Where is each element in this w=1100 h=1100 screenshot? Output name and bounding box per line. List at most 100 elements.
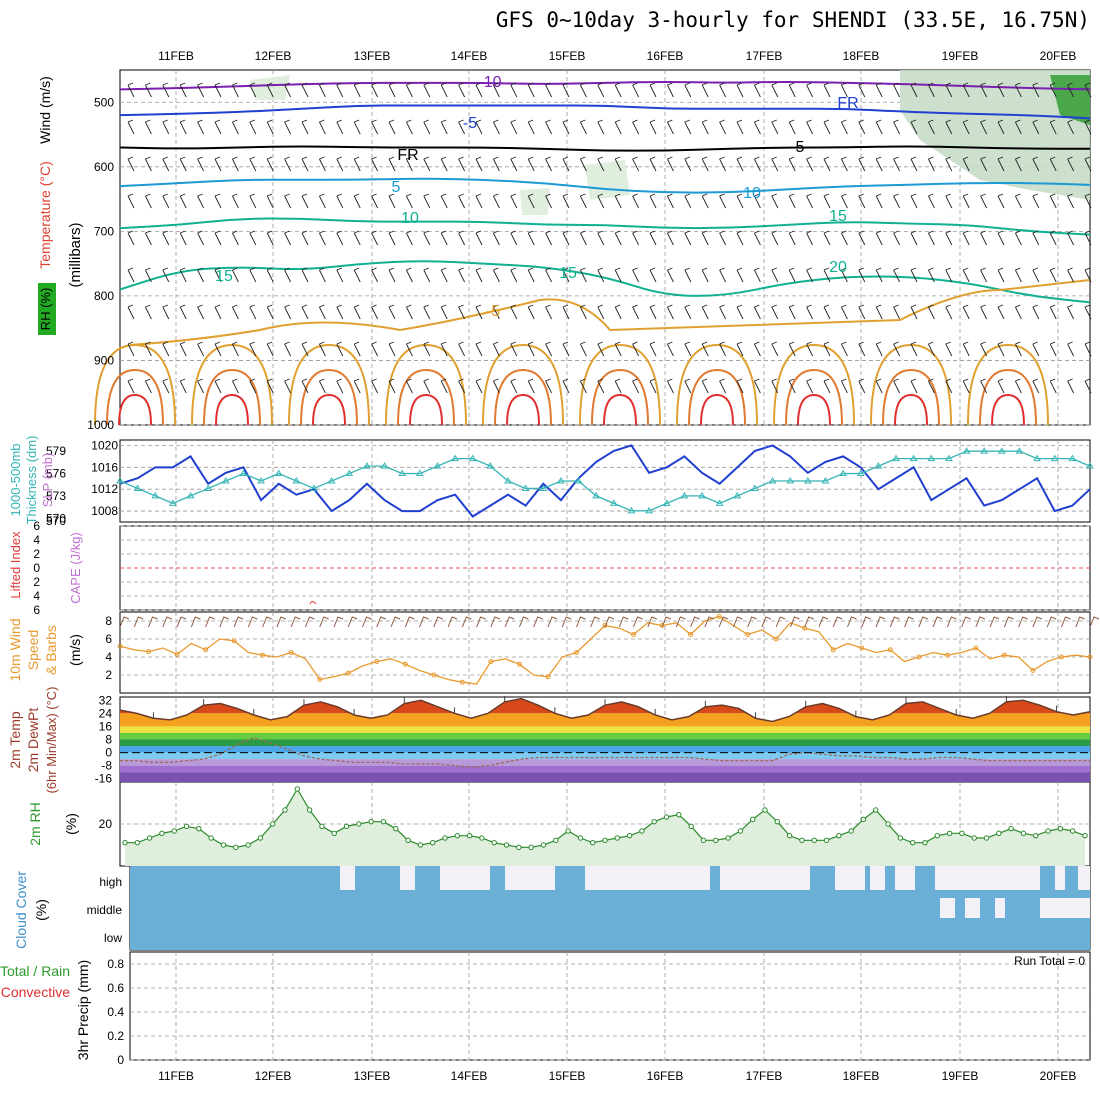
wind-barb xyxy=(788,119,796,135)
wind-barb xyxy=(980,378,988,394)
wind-barb xyxy=(840,304,848,320)
wind-barb xyxy=(545,341,553,357)
wind-barb xyxy=(858,119,866,135)
wind-barb xyxy=(562,156,570,172)
wind-barb-10m xyxy=(961,616,971,628)
wind-barb-10m xyxy=(376,616,386,628)
wind-barb xyxy=(440,267,448,283)
wind-marker xyxy=(459,679,465,685)
rh-marker xyxy=(134,839,141,846)
wind-barb xyxy=(1032,378,1040,394)
wind-barb xyxy=(475,230,483,246)
thickness-marker xyxy=(945,454,953,462)
wind-marker xyxy=(374,659,380,664)
wind-barb xyxy=(1049,193,1057,209)
wind-barb xyxy=(927,119,935,135)
wind-barb xyxy=(579,304,587,320)
wind-barb xyxy=(701,156,709,172)
wind-barb xyxy=(719,267,727,283)
wind-barb-10m xyxy=(447,616,458,628)
contour-label: 15 xyxy=(829,208,847,225)
wind-barb xyxy=(806,156,814,172)
wind-marker xyxy=(716,614,722,619)
pressure-tick: 800 xyxy=(94,289,114,303)
wind-barb xyxy=(910,378,918,394)
wind-barb xyxy=(162,304,170,320)
wind-barb xyxy=(527,82,535,98)
warm-contour xyxy=(688,368,746,426)
wind-barb xyxy=(858,82,866,98)
temp-tick: 0 xyxy=(105,746,112,760)
thickness-marker xyxy=(557,477,565,484)
wind-barb xyxy=(1049,82,1057,98)
wind-barb xyxy=(753,304,761,320)
wind-barb-10m xyxy=(162,616,172,628)
cloud-gap-high xyxy=(870,866,885,890)
wind-marker xyxy=(146,649,152,655)
legend-convective: Convective xyxy=(1,984,70,1000)
wind-barb xyxy=(910,341,918,357)
wind-barb xyxy=(492,193,500,209)
wind-barb xyxy=(405,304,413,320)
wind-barb xyxy=(910,230,918,246)
wind-barb xyxy=(318,193,326,209)
wind-barb-10m xyxy=(889,616,900,628)
rh-marker xyxy=(171,828,177,834)
wind-barb xyxy=(614,119,622,135)
rh-shade xyxy=(520,188,550,215)
wind-barb-10m xyxy=(304,616,315,628)
date-label-top: 14FEB xyxy=(451,49,488,63)
wind-barb xyxy=(336,230,344,246)
wind-barb xyxy=(266,267,274,283)
wind-marker xyxy=(431,672,437,678)
temp-band xyxy=(120,772,1090,782)
wind-barb xyxy=(492,267,500,283)
wind-barb xyxy=(840,341,848,357)
wind-barb xyxy=(893,378,901,394)
wind-barb xyxy=(736,193,744,209)
rh-marker xyxy=(922,839,928,846)
wind-barb xyxy=(388,304,396,320)
wind-barb xyxy=(371,119,379,135)
wind-barb xyxy=(858,378,866,394)
wind-barb xyxy=(701,267,709,283)
thickness-marker xyxy=(662,499,671,506)
thickness-marker xyxy=(698,491,706,499)
ylabel-precip: 3hr Precip (mm) xyxy=(75,960,91,1060)
thickness-marker xyxy=(768,477,777,484)
wind-barb xyxy=(719,341,727,357)
thickness-marker xyxy=(715,499,724,506)
wind-barb xyxy=(788,267,796,283)
wind-barb xyxy=(927,230,935,246)
wind-barb xyxy=(753,341,761,357)
wind-barb xyxy=(666,267,674,283)
temp-band xyxy=(120,732,1090,740)
wind-barb xyxy=(475,341,483,357)
wind-barb xyxy=(458,156,466,172)
rh-marker xyxy=(639,828,645,834)
wind-barb xyxy=(162,341,170,357)
wind-barb-10m xyxy=(675,616,686,628)
wind-barb xyxy=(458,82,466,98)
isotherm--5 xyxy=(119,104,1091,120)
thickness-tick: 573 xyxy=(46,489,66,503)
wind-barb xyxy=(945,156,953,172)
wind-barb xyxy=(197,119,205,135)
wind-barb xyxy=(840,230,848,246)
wind-barb-10m xyxy=(490,616,501,628)
thickness-marker xyxy=(380,462,389,469)
wind-barb-10m xyxy=(1046,616,1057,628)
wind-barb xyxy=(458,304,466,320)
wind-barb xyxy=(1032,119,1040,135)
rh-marker xyxy=(393,825,399,832)
wind-barb xyxy=(318,230,326,246)
warm-contour xyxy=(288,343,370,426)
wind-barb xyxy=(980,119,988,135)
rh-marker xyxy=(319,823,325,830)
wind-barb-10m xyxy=(404,616,415,628)
thickness-marker xyxy=(327,477,336,484)
wind-barb-10m xyxy=(419,616,429,628)
wind-barb xyxy=(162,230,170,246)
rh-marker xyxy=(959,830,965,837)
rh-marker xyxy=(885,821,891,827)
